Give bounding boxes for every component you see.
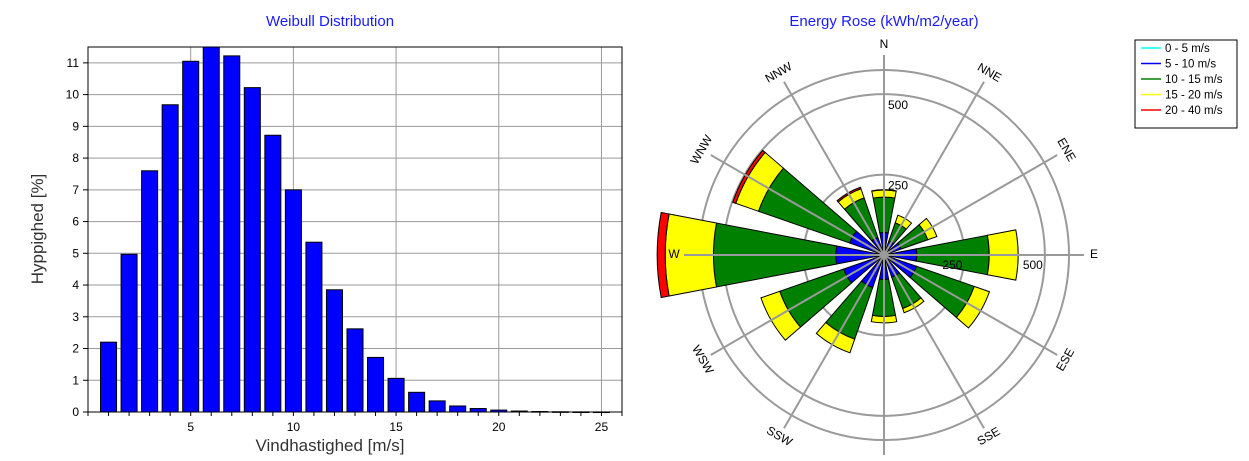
weibull-bar: [161, 104, 179, 413]
rose-spoke: [783, 254, 885, 429]
weibull-y-tick-label: 0: [72, 405, 79, 419]
rose-sector: [732, 149, 766, 205]
rose-sector: [871, 189, 897, 192]
energy-rose-chart: Energy Rose (kWh/m2/year) N NNE ENE E ESE SSE…: [656, 13, 1098, 461]
weibull-bar: [305, 241, 323, 413]
weibull-bar: [428, 400, 446, 413]
weibull-x-tick-label: 5: [187, 420, 194, 434]
weibull-y-tick-label: 2: [72, 342, 79, 356]
rose-ring-label-east: 500: [1023, 258, 1043, 272]
weibull-y-tick-label: 1: [72, 373, 79, 387]
weibull-x-tick-label: 15: [389, 420, 403, 434]
rose-spoke: [883, 254, 1058, 356]
weibull-y-ticks: 0 1 2 3 4 5 6 7 8 9 10 11: [66, 56, 88, 419]
rose-direction-label: WNW: [688, 132, 716, 167]
rose-spoke: [710, 154, 885, 256]
rose-spoke: [710, 254, 885, 356]
rose-direction-label: WSW: [689, 343, 717, 377]
rose-direction-label: N: [880, 37, 889, 51]
weibull-bar: [346, 328, 364, 413]
weibull-y-tick-label: 11: [67, 56, 80, 70]
rose-direction-label: NNE: [975, 60, 1004, 85]
rose-ring-label-east: 250: [942, 258, 962, 272]
weibull-bar: [141, 170, 159, 413]
rose-sector: [656, 211, 670, 299]
legend-label: 15 - 20 m/s: [1165, 90, 1223, 102]
legend-box: [1134, 39, 1238, 129]
weibull-bar: [264, 134, 282, 413]
weibull-y-tick-label: 7: [72, 183, 79, 197]
weibull-bar: [325, 289, 343, 413]
weibull-bar: [243, 87, 261, 413]
legend-label: 0 - 5 m/s: [1165, 43, 1210, 55]
rose-direction-label: SSE: [975, 424, 1003, 448]
weibull-bar: [284, 189, 302, 413]
weibull-y-tick-label: 4: [72, 278, 79, 292]
weibull-x-tick-label: 20: [492, 420, 506, 434]
weibull-bar: [449, 405, 467, 413]
weibull-y-tick-label: 8: [72, 151, 79, 165]
rose-sector: [836, 186, 862, 203]
rose-direction-label: SSW: [764, 423, 795, 449]
rose-spoke: [783, 81, 885, 256]
weibull-chart: Weibull Distribution 0 1 2 3 4 5 6 7 8 9 10 11 5 10 1…: [28, 13, 623, 455]
weibull-bar: [202, 46, 220, 413]
legend-label: 10 - 15 m/s: [1165, 74, 1223, 86]
weibull-title: Weibull Distribution: [266, 13, 394, 30]
weibull-y-tick-label: 3: [72, 310, 79, 324]
weibull-bar: [120, 253, 138, 413]
weibull-bar: [408, 391, 426, 413]
rose-direction-label: E: [1090, 247, 1098, 261]
rose-spoke: [883, 154, 1058, 256]
rose-ring-label-north: 250: [888, 179, 908, 193]
rose-spokes: [684, 55, 1084, 455]
weibull-y-tick-label: 9: [72, 119, 79, 133]
weibull-bar: [469, 408, 487, 413]
rose-ring-labels: 250 250 500 500: [888, 98, 1043, 272]
weibull-y-tick-label: 6: [72, 215, 79, 229]
legend-items: 0 - 5 m/s 5 - 10 m/s 10 - 15 m/s 15 - 20 m/…: [1141, 43, 1223, 117]
weibull-x-ticks: 5 10 15 20 25: [87, 412, 623, 434]
weibull-x-tick-label: 25: [595, 420, 609, 434]
weibull-x-axis-label: Vindhastighed [m/s]: [256, 436, 405, 455]
rose-direction-label: ENE: [1054, 135, 1078, 163]
rose-ring-label-north: 500: [888, 98, 908, 112]
weibull-y-tick-label: 10: [66, 88, 80, 102]
rose-legend: 0 - 5 m/s 5 - 10 m/s 10 - 15 m/s 15 - 20 m/…: [1134, 39, 1238, 129]
weibull-y-axis-label: Hyppighed [%]: [28, 174, 47, 285]
legend-label: 5 - 10 m/s: [1165, 59, 1216, 71]
weibull-bar: [182, 60, 200, 413]
rose-direction-label: W: [668, 247, 680, 261]
rose-direction-label: ESE: [1053, 346, 1077, 374]
weibull-y-tick-label: 5: [72, 246, 79, 260]
weibull-bar: [387, 377, 405, 413]
weibull-bar: [367, 356, 385, 413]
rose-direction-label: NNW: [763, 59, 795, 86]
weibull-bar: [223, 55, 241, 413]
rose-spoke: [883, 81, 985, 256]
weibull-bar: [100, 341, 118, 413]
legend-label: 20 - 40 m/s: [1165, 105, 1223, 117]
weibull-x-tick-label: 10: [287, 420, 301, 434]
rose-spoke: [883, 254, 985, 429]
energy-rose-title: Energy Rose (kWh/m2/year): [789, 13, 978, 30]
